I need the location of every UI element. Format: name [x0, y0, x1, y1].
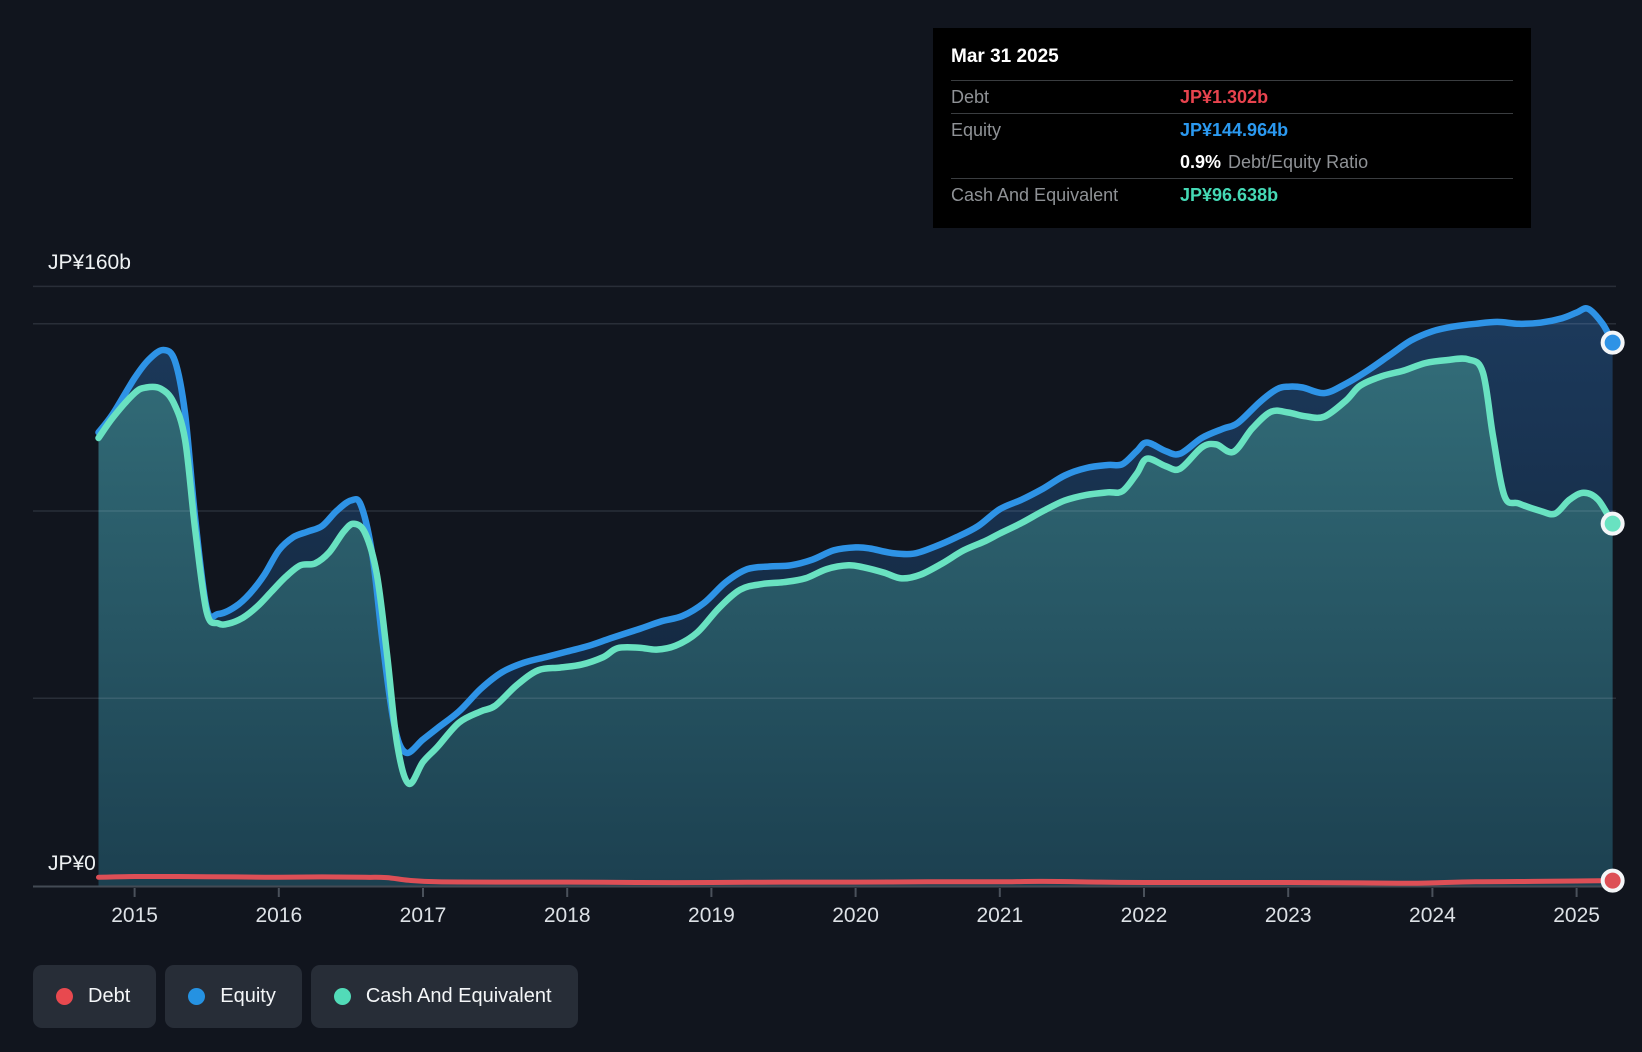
ratio-label: Debt/Equity Ratio	[1228, 151, 1369, 172]
x-label-2020: 2020	[832, 904, 879, 927]
tooltip-row-equity: Equity JP¥144.964b	[951, 114, 1513, 146]
x-label-2016: 2016	[255, 904, 302, 927]
tooltip-row-ratio: 0.9% Debt/Equity Ratio	[951, 146, 1513, 179]
equity-end-marker[interactable]	[1600, 330, 1625, 355]
legend-debt-label: Debt	[88, 985, 131, 1007]
legend-equity-label: Equity	[220, 985, 276, 1007]
legend: Debt Equity Cash And Equivalent	[33, 965, 578, 1028]
x-label-2018: 2018	[544, 904, 591, 927]
equity-label: Equity	[951, 119, 1002, 140]
debt-value: JP¥1.302b	[1180, 86, 1269, 107]
tooltip-date: Mar 31 2025	[951, 38, 1513, 81]
tooltip-row-debt: Debt JP¥1.302b	[951, 81, 1513, 114]
x-label-2021: 2021	[976, 904, 1023, 927]
equity-value: JP¥144.964b	[1180, 119, 1289, 140]
debt-dot-icon	[56, 988, 73, 1005]
hover-tooltip: Mar 31 2025 Debt JP¥1.302b Equity JP¥144…	[933, 28, 1531, 228]
legend-cash-label: Cash And Equivalent	[365, 985, 552, 1007]
ratio-percent: 0.9%	[1180, 151, 1222, 172]
equity-line	[95, 305, 1616, 757]
debt-line	[96, 873, 1616, 886]
cash-value: JP¥96.638b	[1180, 184, 1279, 205]
equity-dot-icon	[188, 988, 206, 1005]
debt-end-marker[interactable]	[1600, 868, 1625, 893]
x-label-2022: 2022	[1121, 904, 1168, 927]
y-axis-max-label: JP¥160b	[48, 251, 131, 274]
y-axis-zero-label: JP¥0	[48, 852, 96, 875]
x-label-2023: 2023	[1265, 904, 1312, 927]
debt-label: Debt	[951, 86, 990, 107]
x-label-2024: 2024	[1409, 904, 1456, 927]
cash-line	[95, 355, 1616, 788]
legend-pill-equity[interactable]: Equity	[165, 965, 302, 1028]
legend-pill-cash[interactable]: Cash And Equivalent	[310, 965, 578, 1028]
x-label-2019: 2019	[688, 904, 735, 927]
x-label-2015: 2015	[111, 904, 158, 927]
legend-pill-debt[interactable]: Debt	[33, 965, 157, 1028]
cash-end-marker[interactable]	[1600, 511, 1625, 536]
x-label-2025: 2025	[1553, 904, 1600, 927]
cash-label: Cash And Equivalent	[951, 184, 1119, 205]
tooltip-row-cash: Cash And Equivalent JP¥96.638b	[951, 179, 1513, 211]
x-label-2017: 2017	[400, 904, 447, 927]
cash-area	[98, 358, 1613, 887]
cash-dot-icon	[333, 988, 351, 1005]
